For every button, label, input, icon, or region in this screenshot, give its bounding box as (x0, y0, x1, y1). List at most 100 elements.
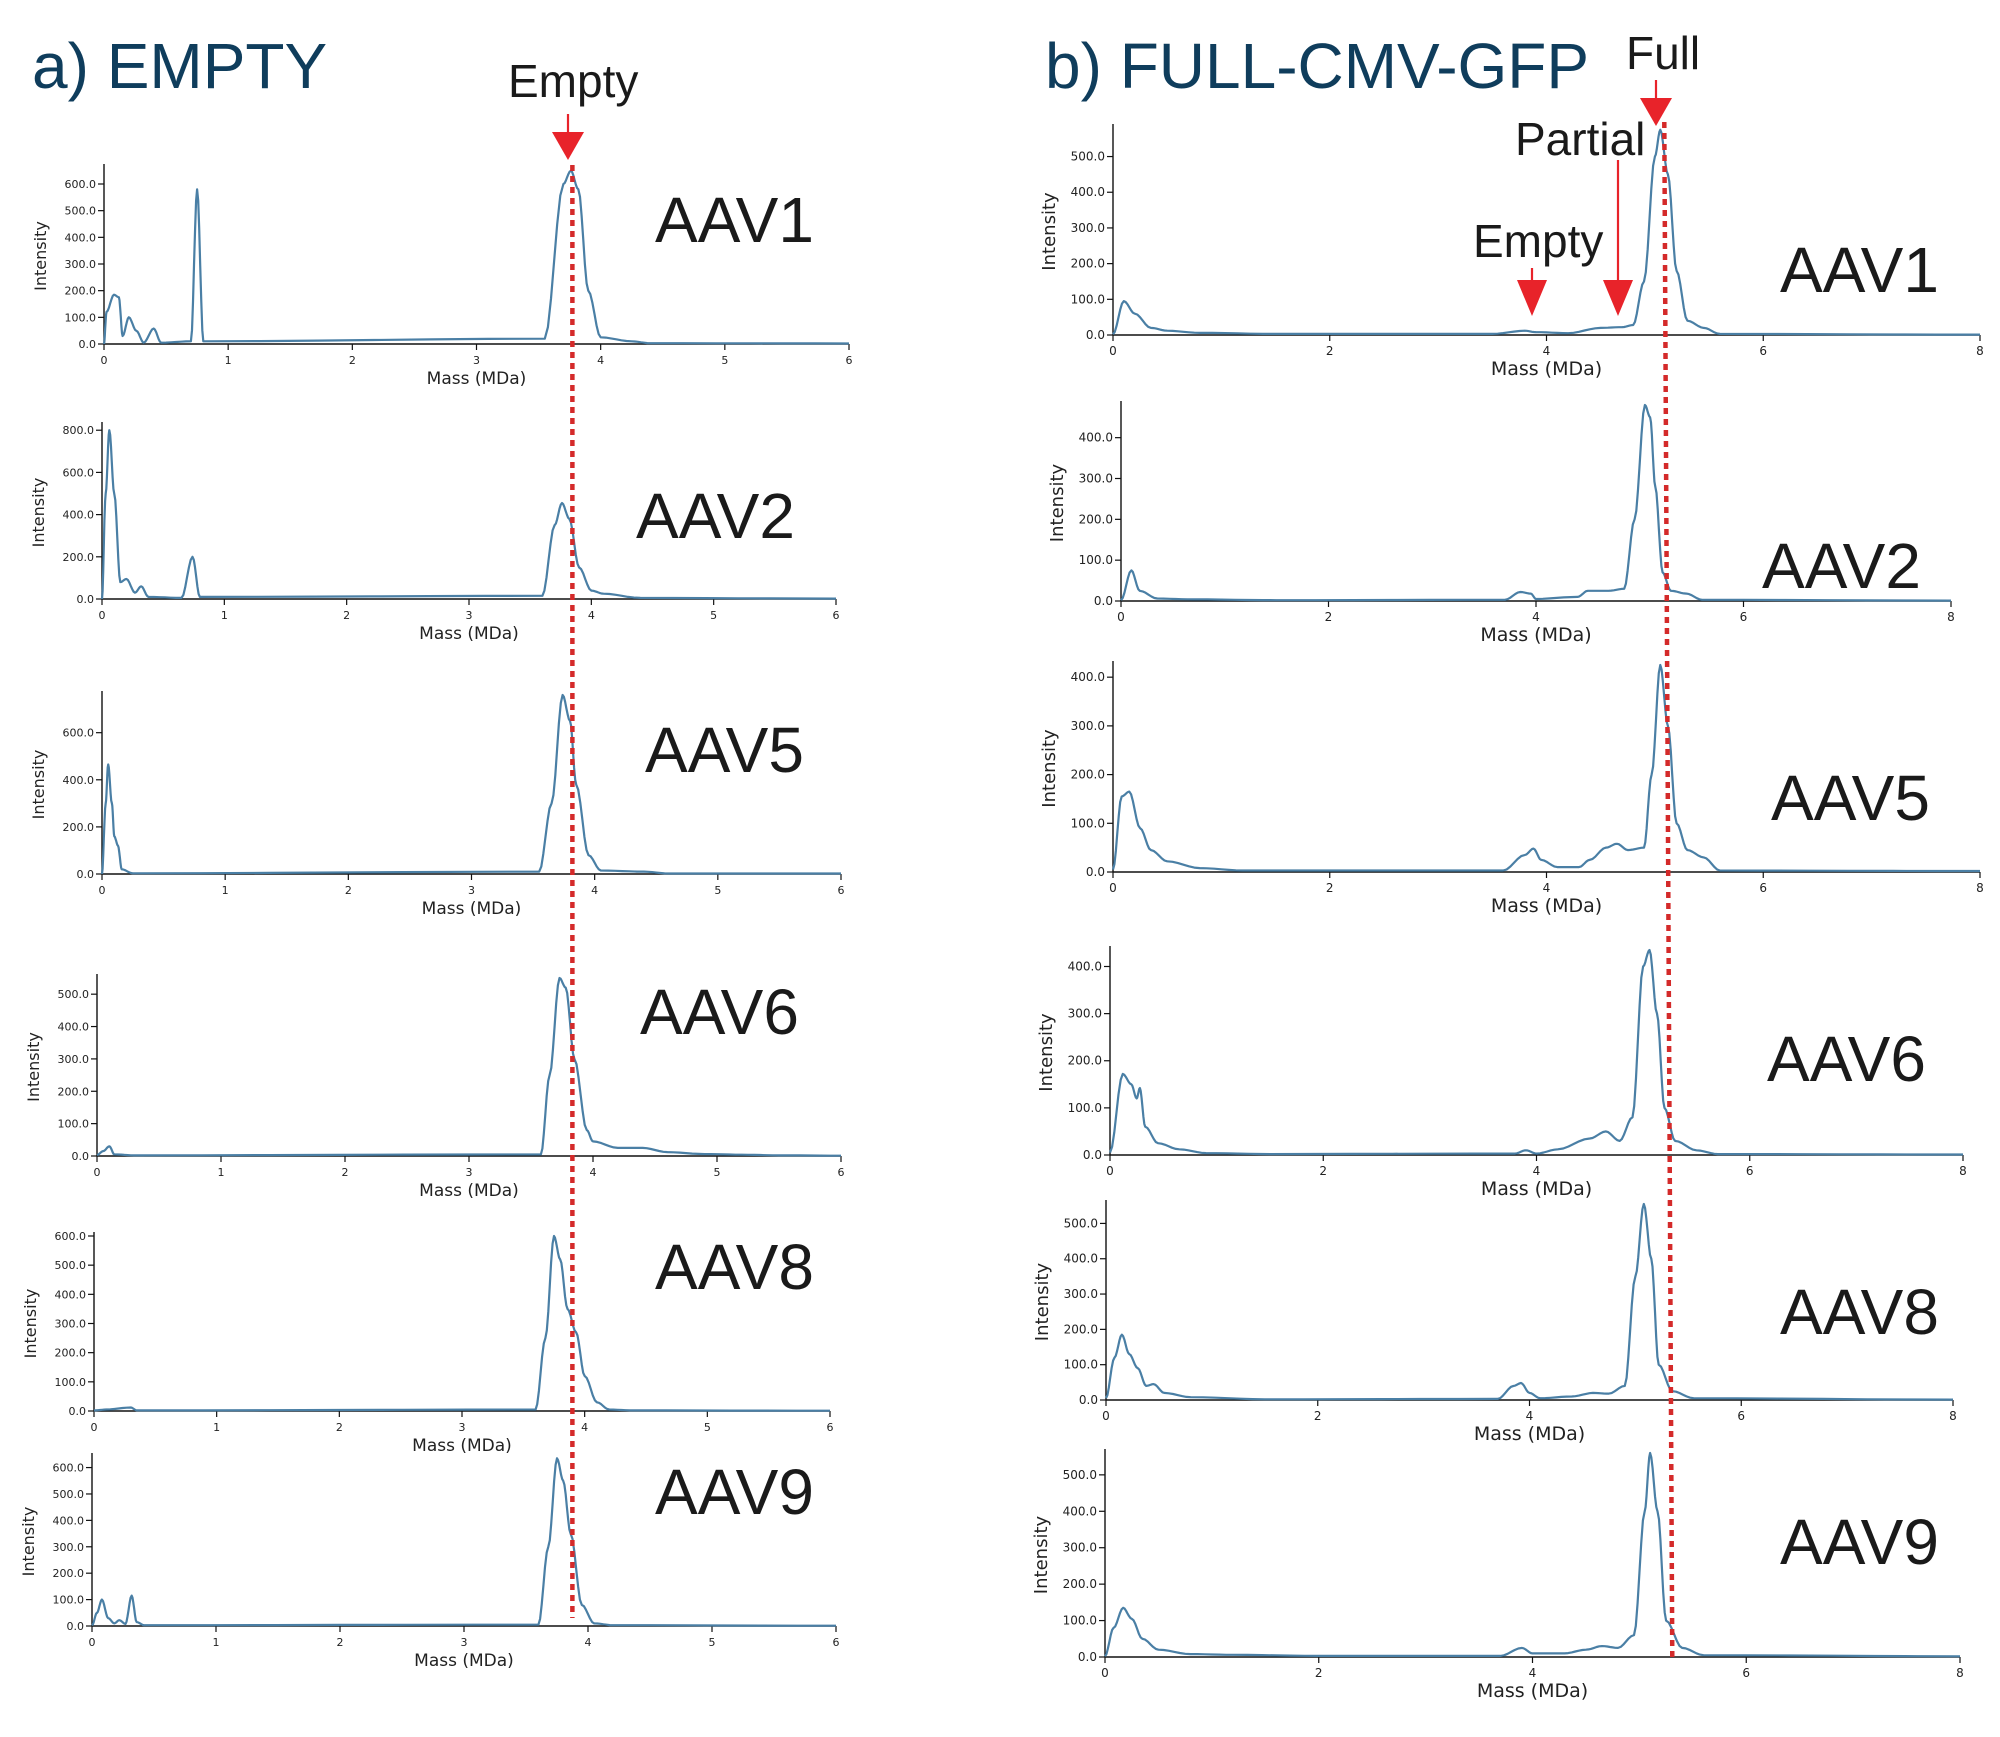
chart-a-aav6: 0.0 100.0 200.0 300.0 400.0 500.0 0 1 2 3 4 5 6 Mass … (24, 974, 845, 1201)
y-tick-label: 500.0 (55, 1259, 87, 1272)
y-tick-label: 0.0 (1086, 328, 1105, 342)
y-tick-label: 500.0 (53, 1488, 85, 1501)
y-tick-label: 100.0 (1064, 1358, 1098, 1372)
y-tick-label: 300.0 (55, 1318, 87, 1331)
mass-histogram-trace (1108, 948, 1963, 1156)
x-tick-label: 6 (833, 609, 840, 622)
sample-label-a-aav9: AAV9 (655, 1456, 814, 1528)
y-axis-title: Intensity (29, 478, 48, 548)
chart-a-aav8: 0.0 100.0 200.0 300.0 400.0 500.0 600.0 0 1 2 3 4 5 6… (21, 1230, 834, 1456)
sample-label-a-aav1: AAV1 (655, 184, 814, 256)
y-tick-label: 0.0 (1079, 1393, 1098, 1407)
y-tick-label: 400.0 (58, 1021, 90, 1034)
y-tick-label: 100.0 (55, 1376, 87, 1389)
x-tick-label: 3 (459, 1421, 466, 1434)
chart-b-aav1: 0.0 100.0 200.0 300.0 400.0 500.0 0 2 4 6 8 Mass (M… (1039, 124, 1984, 380)
x-tick-label: 6 (1746, 1164, 1754, 1178)
x-tick-label: 4 (1543, 344, 1551, 358)
y-tick-label: 200.0 (1071, 257, 1105, 271)
y-tick-label: 100.0 (1063, 1614, 1097, 1628)
y-tick-label: 300.0 (1071, 221, 1105, 235)
x-tick-label: 2 (337, 1636, 344, 1649)
chart-b-aav2: 0.0 100.0 200.0 300.0 400.0 0 2 4 6 8 Mass (MDa) In… (1047, 401, 1955, 646)
y-axis-title: Intensity (1032, 1262, 1053, 1341)
y-tick-label: 400.0 (1079, 431, 1113, 445)
mass-histogram-trace (1105, 1202, 1954, 1401)
x-tick-label: 6 (1759, 881, 1767, 895)
x-tick-label: 4 (1529, 1666, 1537, 1680)
y-tick-label: 400.0 (63, 774, 95, 787)
annotation-b-full-label: Full (1626, 27, 1701, 79)
x-axis-title: Mass (MDa) (1477, 1680, 1588, 1702)
x-tick-label: 0 (101, 354, 108, 367)
y-tick-label: 400.0 (1071, 670, 1105, 684)
x-tick-label: 0 (94, 1166, 101, 1179)
x-axis-title: Mass (MDa) (1481, 1178, 1592, 1200)
x-tick-label: 5 (714, 1166, 721, 1179)
y-tick-label: 0.0 (77, 868, 95, 881)
x-tick-label: 5 (721, 354, 728, 367)
y-axis-title: Intensity (21, 1289, 40, 1359)
x-tick-label: 1 (225, 354, 232, 367)
y-tick-label: 400.0 (1064, 1252, 1098, 1266)
x-axis-title: Mass (MDa) (419, 1181, 519, 1201)
x-tick-label: 1 (213, 1636, 220, 1649)
x-tick-label: 4 (588, 609, 595, 622)
y-axis-title: Intensity (1047, 463, 1068, 542)
x-tick-label: 6 (1740, 610, 1748, 624)
x-tick-label: 5 (704, 1421, 711, 1434)
y-tick-label: 300.0 (58, 1053, 90, 1066)
x-tick-label: 6 (846, 354, 853, 367)
sample-label-b-aav2: AAV2 (1762, 530, 1921, 602)
sample-label-a-aav6: AAV6 (640, 976, 799, 1048)
y-axis-title: Intensity (1039, 192, 1060, 271)
annotation-a-empty-label: Empty (508, 55, 639, 107)
x-tick-label: 2 (1314, 1409, 1322, 1423)
x-tick-label: 2 (343, 609, 350, 622)
y-tick-label: 0.0 (77, 593, 95, 606)
x-tick-label: 2 (1326, 881, 1334, 895)
y-tick-label: 400.0 (1068, 959, 1102, 973)
sample-label-a-aav2: AAV2 (636, 480, 795, 552)
x-tick-label: 2 (1325, 610, 1333, 624)
y-axis-title: Intensity (24, 1032, 43, 1102)
y-tick-label: 300.0 (53, 1541, 85, 1554)
x-tick-label: 4 (581, 1421, 588, 1434)
full-arrow-icon (1640, 80, 1672, 126)
y-tick-label: 0.0 (1078, 1650, 1097, 1664)
y-tick-label: 300.0 (1068, 1007, 1102, 1021)
x-tick-label: 3 (468, 884, 475, 897)
y-tick-label: 100.0 (1079, 553, 1113, 567)
mass-histogram-trace (1104, 1451, 1961, 1658)
x-tick-label: 8 (1949, 1409, 1957, 1423)
y-tick-label: 300.0 (1079, 472, 1113, 486)
chart-a-aav5: 0.0 200.0 400.0 600.0 0 1 2 3 4 5 6 Mass (MDa) Inten… (29, 691, 845, 919)
y-axis-title: Intensity (29, 750, 48, 820)
x-tick-label: 4 (1543, 881, 1551, 895)
sample-label-b-aav1: AAV1 (1780, 234, 1939, 306)
x-axis-title: Mass (MDa) (422, 899, 522, 919)
panel-b-title: b) FULL-CMV-GFP (1045, 30, 1590, 102)
x-axis-title: Mass (MDa) (419, 624, 519, 644)
x-tick-label: 0 (1109, 881, 1117, 895)
x-tick-label: 4 (1532, 610, 1540, 624)
x-tick-label: 4 (1533, 1164, 1541, 1178)
x-tick-label: 3 (466, 609, 473, 622)
y-tick-label: 500.0 (58, 988, 90, 1001)
sample-label-b-aav8: AAV8 (1780, 1276, 1939, 1348)
y-tick-label: 100.0 (58, 1118, 90, 1131)
x-axis-title: Mass (MDa) (1491, 895, 1602, 917)
y-tick-label: 100.0 (53, 1594, 85, 1607)
chart-a-aav2: 0.0 200.0 400.0 600.0 800.0 0 1 2 3 4 5 6 Mass (MDa)… (29, 422, 840, 644)
sample-label-b-aav6: AAV6 (1767, 1023, 1926, 1095)
x-axis-title: Mass (MDa) (414, 1651, 514, 1671)
mass-histogram-trace (1111, 663, 1980, 873)
x-tick-label: 1 (222, 884, 229, 897)
x-tick-label: 6 (838, 884, 845, 897)
x-tick-label: 4 (597, 354, 604, 367)
x-tick-label: 6 (827, 1421, 834, 1434)
x-tick-label: 8 (1976, 881, 1984, 895)
y-tick-label: 600.0 (65, 178, 97, 191)
